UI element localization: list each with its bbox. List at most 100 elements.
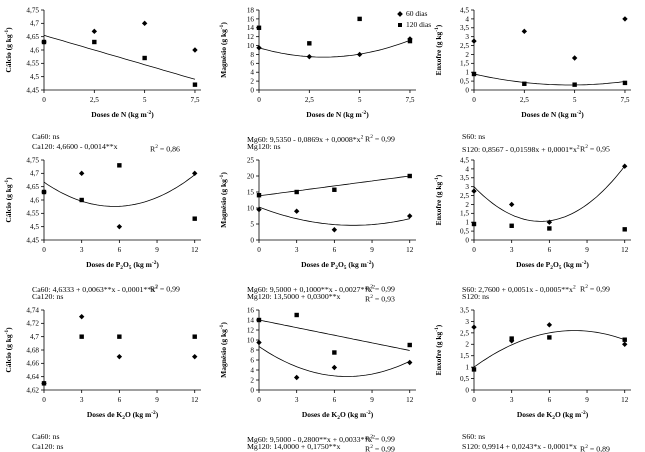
y-axis-label: Magnésio (g kg-1)	[219, 22, 228, 78]
data-point-diamond	[571, 55, 578, 61]
equation-row: S120: 0,8567 - 0,01598x + 0,0001*x2 R2 = …	[462, 142, 642, 154]
data-point-square	[407, 342, 412, 348]
y-tick-label: 2,5	[460, 42, 469, 50]
trend-line	[473, 165, 626, 222]
y-tick-label: 15	[247, 188, 255, 196]
y-tick-label: 10	[247, 42, 255, 50]
y-tick-label: 4,68	[26, 346, 39, 354]
y-tick-label: 0,5	[460, 228, 469, 236]
trend-line	[473, 73, 626, 86]
x-axis-label: Doses de N (kg m-2)	[91, 110, 154, 119]
y-tick-label: 4,72	[26, 320, 39, 328]
x-axis-label: Doses de K2O (kg m-2)	[517, 410, 589, 421]
data-point-diamond	[622, 341, 628, 347]
data-point-diamond	[78, 313, 85, 320]
x-tick-label: 3	[80, 396, 84, 404]
equation-text: Mg60: 9,5000 - 0,2800**x + 0,0033**x2	[247, 434, 375, 444]
y-tick-label: 3,5	[460, 174, 469, 182]
x-tick-label: 12	[621, 246, 629, 254]
equation-text: Ca120: ns	[32, 442, 64, 451]
equation-r-squared: R2 = 0,93	[365, 294, 395, 304]
trend-line	[43, 174, 195, 207]
data-point-square	[509, 336, 514, 341]
y-tick-label: 8	[250, 51, 254, 59]
equation-text: S120: ns	[462, 292, 490, 301]
equation-r-squared: R2 = 0,99	[365, 444, 395, 452]
chart-magnesio-p2o5: 0 5 10 15 20 25 0 3 6 9 12 Magnésio (g kg-1) Doses d…	[219, 156, 416, 271]
data-point-square	[357, 16, 362, 22]
x-tick-label: 5	[143, 96, 147, 104]
y-tick-label: 14	[247, 316, 255, 324]
equation-r-squared: R2 = 0,99	[365, 134, 395, 144]
equation-r-squared: R2 = 0,95	[580, 144, 610, 154]
equations-block: S60: ns S120: 0,8567 - 0,01598x + 0,0001*…	[430, 132, 645, 154]
panel-magnesio-p2o5: 0 5 10 15 20 25 0 3 6 9 12 Magnésio (g kg-1) Doses d…	[215, 152, 430, 304]
x-axis-label: Doses de P2O5 (kg m-2)	[86, 260, 159, 271]
y-tick-label: 3	[465, 183, 469, 191]
y-axis-label: Magnésio (g kg-1)	[219, 172, 228, 228]
data-point-square	[117, 334, 122, 339]
chart-magnesio-k2o: 0 2 4 6 8 10 12 14 16 0 3 6 9 12 Magnésio (g kg-1) Dose…	[219, 306, 416, 421]
y-tick-label: 12	[247, 33, 255, 41]
equation-text: S120: 0,8567 - 0,01598x + 0,0001*x2	[462, 144, 580, 154]
equation-text: S60: ns	[462, 132, 486, 141]
data-point-diamond	[192, 47, 198, 53]
equation-text: Mg60: 9,5000 + 0,1000**x - 0,0027**x2	[247, 284, 375, 294]
square-marker-icon	[398, 22, 402, 27]
y-tick-label: 10	[247, 204, 255, 212]
chart-legend: 60 dias 120 dias	[397, 9, 431, 31]
panel-magnesio-n: 0 2 4 6 8 10 12 14 16 18 0 2,5 5 7,5 Magnésio (g kg-1)…	[215, 2, 430, 152]
data-point-square	[294, 189, 299, 195]
x-axis-label: Doses de K2O (kg m-2)	[302, 410, 374, 421]
y-tick-label: 4,7	[30, 170, 39, 178]
trend-line	[258, 206, 410, 226]
y-tick-label: 4	[465, 165, 469, 173]
y-tick-label: 8	[250, 346, 254, 354]
data-point-diamond	[293, 208, 300, 214]
x-tick-label: 0	[257, 246, 261, 254]
equations-block: Mg60: 9,5350 - 0,0869x + 0,0008*x2 R2 = 0…	[215, 132, 430, 152]
y-tick-label: 4,55	[26, 210, 39, 218]
trend-line	[258, 346, 410, 377]
equation-r-squared: R2 = 0,89	[580, 444, 610, 452]
data-point-diamond	[356, 51, 363, 58]
y-tick-label: 4,45	[26, 86, 39, 94]
y-tick-label: 4,7	[30, 20, 39, 28]
y-tick-label: 1,5	[460, 60, 469, 68]
y-tick-label: 6	[250, 356, 254, 364]
y-tick-label: 4,5	[460, 156, 469, 164]
y-tick-label: 0	[465, 86, 469, 94]
x-tick-label: 5	[573, 96, 577, 104]
equations-block: Ca60: ns Ca120: ns	[0, 432, 215, 452]
panel-enxofre-p2o5: 0 0,5 1 1,5 2 2,5 3 3,5 4 4,5 0 3 6 9 12 Enxofre (g kg-…	[430, 152, 645, 302]
y-axis-label: Enxofre (g kg-1)	[434, 174, 443, 225]
data-point-diamond	[192, 170, 198, 177]
data-point-square	[547, 226, 552, 231]
y-tick-label: 4,74	[26, 306, 39, 314]
y-axis-label: Enxofre (g kg-1)	[434, 324, 443, 375]
y-axis-label: Cálcio (g kg-1)	[4, 27, 13, 73]
equations-block: Mg60: 9,5000 - 0,2800**x + 0,0033**x2 R2 …	[215, 432, 430, 452]
data-point-square	[92, 39, 97, 45]
y-tick-label: 1,5	[460, 352, 469, 360]
y-tick-label: 16	[247, 306, 255, 314]
equation-row: Mg60: 9,5350 - 0,0869x + 0,0008*x2 R2 = 0…	[247, 132, 427, 144]
x-tick-label: 9	[155, 246, 159, 254]
equation-r-squared: R2 = 0,99	[580, 284, 610, 294]
equation-row: Mg120: 13,5000 + 0,0300**x R2 = 0,93	[247, 292, 427, 304]
y-tick-label: 1	[465, 219, 469, 227]
x-tick-label: 9	[370, 246, 374, 254]
x-tick-label: 0	[257, 96, 261, 104]
x-tick-label: 12	[621, 396, 629, 404]
data-point-diamond	[116, 353, 123, 360]
data-point-square	[142, 55, 147, 61]
equation-text: S60: ns	[462, 432, 486, 441]
y-tick-label: 0	[465, 236, 469, 244]
x-tick-label: 7,5	[620, 96, 629, 104]
x-tick-label: 0	[472, 96, 476, 104]
y-tick-label: 4,7	[30, 333, 39, 341]
equation-text: Mg120: 13,5000 + 0,0300**x	[247, 292, 341, 301]
data-point-square	[547, 335, 552, 340]
x-tick-label: 9	[370, 396, 374, 404]
y-tick-label: 2	[465, 341, 469, 349]
